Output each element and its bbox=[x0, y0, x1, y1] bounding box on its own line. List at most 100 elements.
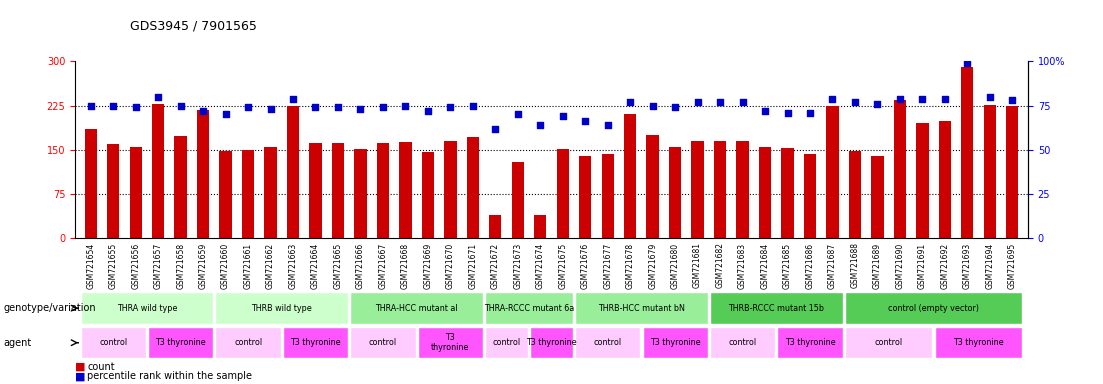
Text: GSM721660: GSM721660 bbox=[221, 243, 231, 289]
Point bbox=[554, 113, 571, 119]
Text: agent: agent bbox=[3, 338, 32, 348]
Text: GSM721669: GSM721669 bbox=[424, 243, 432, 289]
Text: THRB-RCCC mutant 15b: THRB-RCCC mutant 15b bbox=[728, 304, 824, 313]
Text: control: control bbox=[593, 338, 622, 347]
Bar bbox=[845, 293, 1022, 324]
Text: control: control bbox=[368, 338, 397, 347]
Bar bbox=[804, 154, 816, 238]
Bar bbox=[107, 144, 119, 238]
Bar bbox=[354, 149, 366, 238]
Text: GSM721678: GSM721678 bbox=[625, 243, 634, 289]
Bar bbox=[759, 147, 771, 238]
Text: GSM721665: GSM721665 bbox=[333, 243, 342, 289]
Text: GSM721657: GSM721657 bbox=[153, 243, 162, 289]
Bar bbox=[485, 293, 572, 324]
Text: ■: ■ bbox=[75, 371, 86, 381]
Text: GSM721685: GSM721685 bbox=[783, 243, 792, 289]
Text: control: control bbox=[99, 338, 127, 347]
Bar bbox=[265, 147, 277, 238]
Text: GSM721680: GSM721680 bbox=[671, 243, 679, 289]
Point bbox=[127, 104, 144, 111]
Text: GSM721656: GSM721656 bbox=[131, 243, 140, 289]
Text: GSM721663: GSM721663 bbox=[289, 243, 298, 289]
Bar bbox=[668, 147, 682, 238]
Point bbox=[508, 111, 526, 118]
Bar bbox=[579, 156, 591, 238]
Bar bbox=[871, 156, 884, 238]
Point bbox=[711, 99, 729, 105]
Text: GSM721662: GSM721662 bbox=[266, 243, 275, 289]
Bar bbox=[485, 327, 528, 358]
Point bbox=[149, 94, 167, 100]
Text: GSM721666: GSM721666 bbox=[356, 243, 365, 289]
Point bbox=[352, 106, 370, 112]
Text: control: control bbox=[728, 338, 757, 347]
Point bbox=[757, 108, 774, 114]
Point bbox=[688, 99, 706, 105]
Text: control: control bbox=[875, 338, 902, 347]
Text: percentile rank within the sample: percentile rank within the sample bbox=[87, 371, 253, 381]
Point bbox=[82, 103, 99, 109]
Text: GSM721682: GSM721682 bbox=[716, 243, 725, 288]
Point bbox=[307, 104, 324, 111]
Text: GSM721688: GSM721688 bbox=[850, 243, 859, 288]
Point bbox=[329, 104, 346, 111]
Bar bbox=[893, 100, 906, 238]
Text: GSM721664: GSM721664 bbox=[311, 243, 320, 289]
Text: T3 thyronine: T3 thyronine bbox=[650, 338, 700, 347]
Point bbox=[397, 103, 415, 109]
Bar bbox=[778, 327, 843, 358]
Text: T3 thyronine: T3 thyronine bbox=[526, 338, 577, 347]
Bar bbox=[781, 148, 794, 238]
Point bbox=[217, 111, 235, 118]
Text: GSM721683: GSM721683 bbox=[738, 243, 747, 289]
Bar bbox=[845, 327, 932, 358]
Text: GSM721671: GSM721671 bbox=[469, 243, 478, 289]
Bar bbox=[467, 137, 479, 238]
Bar bbox=[601, 154, 614, 238]
Bar bbox=[624, 114, 636, 238]
Point bbox=[846, 99, 864, 105]
Text: GSM721690: GSM721690 bbox=[896, 243, 904, 289]
Text: GSM721670: GSM721670 bbox=[446, 243, 454, 289]
Bar bbox=[287, 106, 299, 238]
Bar bbox=[575, 293, 708, 324]
Bar bbox=[692, 141, 704, 238]
Point bbox=[733, 99, 751, 105]
Point bbox=[824, 96, 842, 102]
Bar bbox=[215, 327, 280, 358]
Text: GSM721654: GSM721654 bbox=[86, 243, 95, 289]
Text: THRB wild type: THRB wild type bbox=[251, 304, 312, 313]
Bar bbox=[710, 327, 775, 358]
Text: T3
thyronine: T3 thyronine bbox=[431, 333, 470, 353]
Point bbox=[1004, 97, 1021, 103]
Point bbox=[621, 99, 639, 105]
Bar bbox=[445, 141, 457, 238]
Bar bbox=[377, 143, 389, 238]
Text: GSM721677: GSM721677 bbox=[603, 243, 612, 289]
Bar bbox=[984, 105, 996, 238]
Text: GSM721658: GSM721658 bbox=[176, 243, 185, 289]
Bar bbox=[489, 215, 502, 238]
Bar bbox=[421, 152, 435, 238]
Bar bbox=[399, 142, 411, 238]
Bar bbox=[418, 327, 483, 358]
Text: GSM721672: GSM721672 bbox=[491, 243, 500, 289]
Text: control (empty vector): control (empty vector) bbox=[888, 304, 979, 313]
Bar bbox=[85, 129, 97, 238]
Text: GSM721659: GSM721659 bbox=[199, 243, 207, 289]
Bar bbox=[197, 110, 210, 238]
Bar bbox=[309, 143, 322, 238]
Bar bbox=[917, 123, 929, 238]
Bar bbox=[148, 327, 213, 358]
Bar bbox=[826, 106, 838, 238]
Bar bbox=[512, 162, 524, 238]
Bar bbox=[531, 327, 572, 358]
Point bbox=[486, 126, 504, 132]
Text: genotype/variation: genotype/variation bbox=[3, 303, 96, 313]
Point bbox=[666, 104, 684, 111]
Bar bbox=[242, 150, 255, 238]
Point bbox=[441, 104, 459, 111]
Point bbox=[959, 60, 976, 66]
Point bbox=[105, 103, 122, 109]
